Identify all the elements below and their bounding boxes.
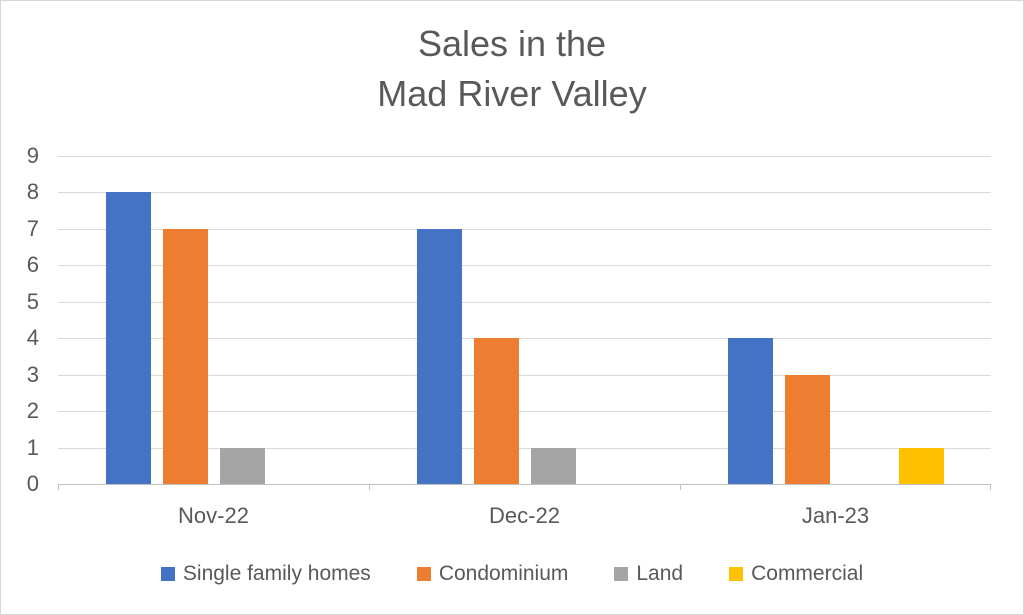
legend-item-commercial: Commercial — [729, 562, 863, 586]
y-tick-label-0: 0 — [26, 471, 39, 496]
chart-title: Sales in the Mad River Valley — [1, 19, 1023, 119]
y-tick-label-7: 7 — [26, 215, 39, 241]
y-tick-label-5: 5 — [26, 288, 39, 314]
gridline-8 — [58, 192, 991, 194]
bar-single-family-homes-nov-22 — [105, 192, 151, 484]
y-tick-label-4: 4 — [26, 325, 39, 351]
legend-item-single-family-homes: Single family homes — [160, 562, 371, 586]
x-axis-tick-1 — [369, 484, 370, 490]
bar-condominium-nov-22 — [162, 228, 208, 484]
y-tick-label-9: 9 — [26, 143, 39, 168]
y-tick-label-3: 3 — [26, 361, 39, 387]
plot-area — [58, 156, 991, 490]
legend-item-condominium: Condominium — [416, 562, 569, 586]
legend-swatch-land — [614, 567, 629, 581]
legend-label-condominium: Condominium — [438, 562, 569, 585]
gridline-4 — [58, 338, 991, 340]
bar-single-family-homes-dec-22 — [416, 228, 462, 484]
x-axis-tick-0 — [58, 484, 59, 490]
bar-land-dec-22 — [530, 447, 576, 484]
legend-swatch-single-family-homes — [160, 567, 175, 581]
chart-title-line-2: Mad River Valley — [377, 73, 647, 114]
bar-commercial-jan-23 — [898, 447, 944, 484]
x-category-label-jan-23: Jan-23 — [801, 503, 870, 528]
legend-label-single-family-homes: Single family homes — [182, 562, 371, 585]
legend-item-land: Land — [614, 562, 683, 586]
y-tick-label-6: 6 — [26, 252, 39, 278]
y-tick-label-1: 1 — [26, 434, 39, 460]
chart-title-line-1: Sales in the — [417, 23, 607, 64]
bar-land-nov-22 — [219, 447, 265, 484]
x-category-label-nov-22: Nov-22 — [178, 503, 249, 528]
gridline-5 — [58, 301, 991, 303]
legend-swatch-commercial — [729, 567, 744, 581]
x-category-label-dec-22: Dec-22 — [489, 503, 560, 528]
x-axis-tick-3 — [990, 484, 991, 490]
gridline-7 — [58, 228, 991, 230]
bar-condominium-jan-23 — [784, 374, 830, 484]
x-axis-line — [58, 484, 991, 485]
gridline-9 — [58, 156, 991, 157]
legend-label-land: Land — [636, 562, 684, 585]
gridline-1 — [58, 447, 991, 449]
legend-swatch-condominium — [416, 567, 431, 581]
legend-label-commercial: Commercial — [751, 562, 864, 585]
gridline-3 — [58, 374, 991, 376]
y-tick-label-2: 2 — [26, 398, 39, 424]
y-tick-label-8: 8 — [26, 179, 39, 205]
gridline-6 — [58, 265, 991, 267]
bar-condominium-dec-22 — [473, 338, 519, 484]
legend: Single family homes Condominium Land Commer… — [1, 561, 1023, 587]
x-axis-tick-2 — [680, 484, 681, 490]
bar-single-family-homes-jan-23 — [727, 338, 773, 484]
gridline-2 — [58, 411, 991, 413]
